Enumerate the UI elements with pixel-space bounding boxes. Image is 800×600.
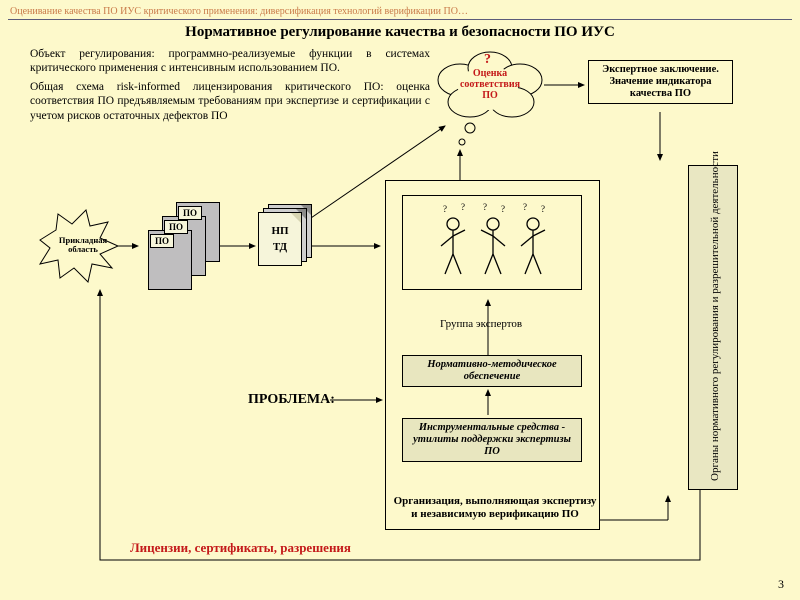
regulators-label: Органы нормативного регулирования и разр… (709, 171, 721, 481)
po-label-2: ПО (164, 220, 188, 234)
normative-box: Нормативно-методическое обеспечение (402, 355, 582, 387)
po-label-1: ПО (178, 206, 202, 220)
svg-text:?: ? (443, 204, 447, 214)
svg-text:?: ? (501, 204, 505, 214)
svg-text:?: ? (541, 204, 545, 214)
divider (8, 19, 792, 20)
cloud-question-mark: ? (484, 52, 491, 68)
org-label: Организация, выполняющая экспертизу и не… (390, 495, 600, 520)
paragraph-1: Объект регулирования: программно-реализу… (30, 47, 430, 76)
experts-box: ? ? ? ? ? ? (402, 195, 582, 290)
paragraph-2: Общая схема risk-informed лицензирования… (30, 80, 430, 123)
svg-text:?: ? (483, 202, 487, 212)
slide-title: Нормативное регулирование качества и без… (0, 24, 800, 41)
svg-text:?: ? (523, 202, 527, 212)
tools-box: Инструментальные средства - утилиты подд… (402, 418, 582, 462)
svg-text:?: ? (461, 202, 465, 212)
app-domain-label: Прикладная область (50, 236, 116, 254)
licenses-label: Лицензии, сертификаты, разрешения (130, 540, 351, 556)
group-experts-label: Группа экспертов (440, 318, 522, 330)
cloud-text: Оценка соответствия ПО (452, 68, 528, 101)
page-number: 3 (778, 577, 784, 592)
po-label-3: ПО (150, 234, 174, 248)
expert-conclusion-box: Экспертное заключение. Значение индикато… (588, 60, 733, 104)
problem-label: ПРОБЛЕМА: (248, 392, 335, 408)
slide-header: Оценивание качества ПО ИУС критического … (0, 0, 800, 19)
